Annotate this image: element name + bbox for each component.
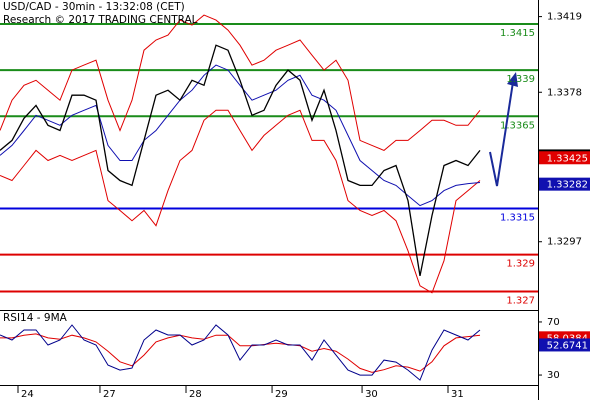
value-box [539,151,590,165]
projection-arrow [489,81,514,187]
series-line [0,64,481,207]
arrow-head [507,72,518,87]
y-tick-label: 1.3378 [547,87,582,98]
series-line [0,109,481,294]
series-line [0,44,481,277]
level-label: 1.3415 [500,28,535,39]
series-line [0,333,481,373]
x-tick-label: 29 [275,389,288,400]
x-tick-label: 30 [365,389,378,400]
level-label: 1.339 [506,74,535,85]
value-box-label: 52.6741 [547,340,588,351]
y-tick-label: 1.3297 [547,237,582,248]
value-box-label: 1.33282 [547,180,588,191]
x-tick-label: 27 [103,389,116,400]
series-line [0,14,481,151]
x-tick-label: 31 [451,389,464,400]
x-tick-label: 28 [189,389,202,400]
level-label: 1.3315 [500,213,535,224]
chart-title: USD/CAD - 30min - 13:32:08 (CET) [3,1,185,13]
value-box [539,177,590,191]
chart-subtitle: Research © 2017 TRADING CENTRAL [3,14,198,26]
series-line [0,324,481,381]
level-label: 1.329 [506,259,535,270]
indicator-title: RSI14 - 9MA [3,312,68,324]
y-tick-label: 70 [547,317,560,328]
value-box [539,338,590,352]
x-tick-label: 24 [21,389,34,400]
y-tick-label: 1.3419 [547,12,582,23]
value-box-label: 1.33425 [547,153,588,164]
y-tick-label: 30 [547,370,560,381]
level-label: 1.3365 [500,120,535,131]
level-label: 1.327 [506,296,535,307]
plot-layer [0,14,538,381]
